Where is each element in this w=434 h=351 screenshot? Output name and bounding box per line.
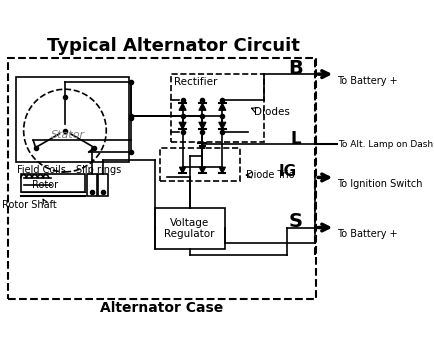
Polygon shape <box>199 103 206 110</box>
Text: Stator: Stator <box>51 130 85 140</box>
Text: IG: IG <box>278 164 296 179</box>
Bar <box>155 208 225 249</box>
Text: L: L <box>290 130 301 147</box>
Text: Rotor Shaft: Rotor Shaft <box>2 200 56 210</box>
Polygon shape <box>179 122 186 130</box>
Polygon shape <box>219 167 226 173</box>
Text: Slip rings: Slip rings <box>76 165 121 174</box>
Text: Field Coils: Field Coils <box>16 165 66 174</box>
Bar <box>160 148 240 181</box>
Text: Rotor: Rotor <box>32 180 58 190</box>
Text: Alternator Case: Alternator Case <box>100 301 224 315</box>
Text: Diodes: Diodes <box>254 107 290 117</box>
Text: To Ignition Switch: To Ignition Switch <box>337 179 422 189</box>
Text: Voltage
Regulator: Voltage Regulator <box>164 218 215 239</box>
Polygon shape <box>179 103 186 110</box>
Text: Rectifier: Rectifier <box>174 77 218 87</box>
Bar <box>99 174 108 196</box>
Bar <box>16 77 129 161</box>
Bar <box>171 74 264 142</box>
Polygon shape <box>179 167 186 173</box>
Text: To Battery +: To Battery + <box>337 75 398 86</box>
Text: To Battery +: To Battery + <box>337 229 398 239</box>
Bar <box>21 174 85 192</box>
Bar <box>87 174 97 196</box>
Text: B: B <box>288 59 303 78</box>
Text: To Alt. Lamp on Dash: To Alt. Lamp on Dash <box>339 140 434 148</box>
Bar <box>8 58 316 299</box>
Text: S: S <box>289 212 302 231</box>
Polygon shape <box>199 167 206 173</box>
Text: Typical Alternator Circuit: Typical Alternator Circuit <box>47 37 300 54</box>
Polygon shape <box>199 122 206 130</box>
Polygon shape <box>219 103 226 110</box>
Polygon shape <box>219 122 226 130</box>
Text: Diode Trio: Diode Trio <box>246 170 295 180</box>
